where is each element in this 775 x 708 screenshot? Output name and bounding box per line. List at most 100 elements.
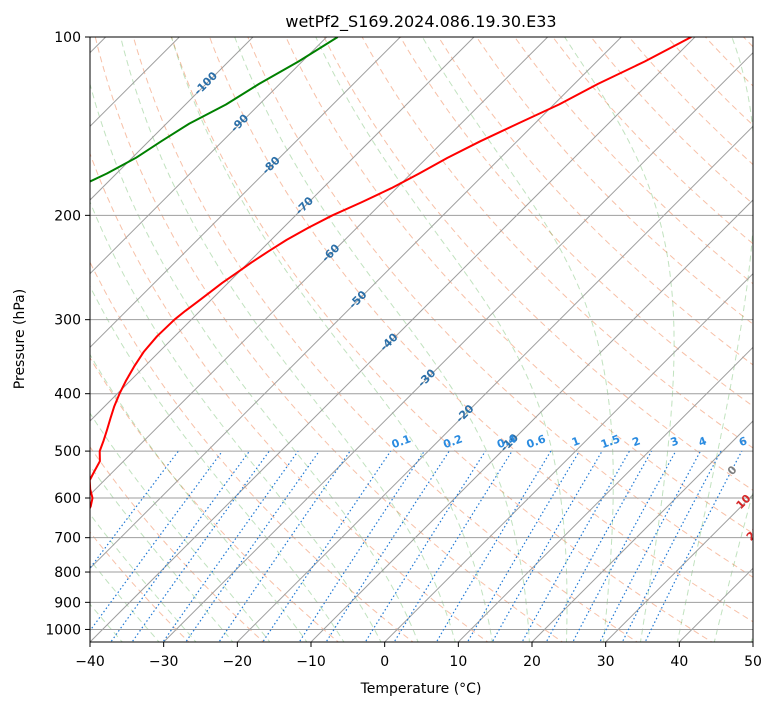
mixing-ratio-label: 2 <box>630 434 642 449</box>
mixing-ratio-label: 4 <box>697 434 709 449</box>
mixing-ratio-line <box>162 450 299 642</box>
dry-adiabat <box>323 37 753 491</box>
mixing-ratio-line <box>364 450 486 642</box>
mixing-ratio-label: 0.6 <box>525 432 548 451</box>
mixing-ratio-label: 0.1 <box>390 432 413 451</box>
dry-adiabat <box>90 531 190 642</box>
isobars <box>90 37 753 630</box>
isotherm <box>90 37 475 422</box>
isotherm <box>604 493 753 642</box>
dry-adiabat <box>361 37 753 449</box>
isotherm <box>383 272 753 642</box>
isotherms <box>90 37 753 642</box>
mixing-ratio-line <box>435 450 552 642</box>
y-tick-label: 200 <box>54 208 81 224</box>
isotherm <box>678 567 753 642</box>
mixing-ratio-line <box>185 450 320 642</box>
mixing-ratio-line <box>545 450 653 642</box>
mixing-ratio-line <box>572 450 677 642</box>
x-tick-label: 0 <box>380 654 389 670</box>
plot-frame <box>89 36 754 643</box>
moist-adiabat <box>750 633 753 642</box>
moist-adiabat <box>170 37 493 642</box>
sounding-profiles <box>90 37 692 510</box>
x-tick-label: −10 <box>296 654 326 670</box>
mixing-ratio-label: 3 <box>669 434 681 449</box>
x-axis-label: Temperature (°C) <box>360 681 482 697</box>
x-tick-label: 30 <box>597 654 615 670</box>
moist-adiabat-label: 10 <box>734 492 754 512</box>
y-tick-label: 400 <box>54 387 81 403</box>
moist-adiabat-label: 30 <box>754 553 774 573</box>
y-tick-label: 700 <box>54 531 81 547</box>
mixing-ratio-line <box>521 450 631 642</box>
dry-adiabat <box>437 37 753 366</box>
dry-adiabat <box>475 37 753 325</box>
moist-adiabat-label: 40 <box>762 586 775 606</box>
y-tick-label: 800 <box>54 565 81 581</box>
dry-adiabat <box>285 37 753 535</box>
mixing-ratio-line <box>644 450 743 642</box>
dry-adiabats <box>90 24 775 645</box>
y-axis-label: Pressure (hPa) <box>12 289 28 389</box>
mixing-ratio-line <box>110 450 250 642</box>
dry-adiabat <box>628 37 753 166</box>
mixing-ratio-label: 0.4 <box>495 432 518 451</box>
dry-adiabat <box>90 152 489 642</box>
moist-adiabat <box>713 490 753 642</box>
y-tick-label: 500 <box>54 444 81 460</box>
dry-adiabat <box>94 37 564 642</box>
dry-adiabat <box>769 24 775 645</box>
y-tick-label: 300 <box>54 313 81 329</box>
mixing-ratio-line <box>325 450 450 642</box>
x-tick-label: −30 <box>149 654 179 670</box>
x-tick-label: −40 <box>75 654 105 670</box>
background-lines <box>90 24 775 645</box>
mixing-ratio-label: 6 <box>737 434 749 449</box>
dry-adiabat <box>132 37 639 642</box>
x-tick-label: −20 <box>223 654 253 670</box>
mixing-ratio-line <box>90 450 179 570</box>
isotherm <box>90 37 328 275</box>
mixing-ratio-line <box>90 450 223 632</box>
dry-adiabat <box>170 37 713 642</box>
moist-adiabat-label: 20 <box>744 523 764 543</box>
isotherm <box>310 199 753 642</box>
chart-title: wetPf2_S169.2024.086.19.30.E33 <box>285 12 556 32</box>
mixing-ratio-label: 8 <box>766 434 775 449</box>
dry-adiabat <box>247 37 753 578</box>
isotherm <box>90 37 402 349</box>
x-tick-label: 20 <box>523 654 541 670</box>
mixing-ratio-line <box>621 450 722 642</box>
mixing-ratio-lines <box>90 450 743 642</box>
moist-adiabat <box>315 37 568 642</box>
isotherm <box>457 346 753 642</box>
isotherm <box>90 37 623 570</box>
dry-adiabat <box>514 37 753 285</box>
moist-adiabat <box>90 513 197 642</box>
moist-adiabat <box>421 37 614 642</box>
mixing-ratio-line <box>491 450 603 642</box>
dry-adiabat <box>552 37 753 245</box>
x-tick-label: 10 <box>449 654 467 670</box>
mixing-ratio-line <box>393 450 513 642</box>
dry-adiabat <box>399 37 753 407</box>
moist-adiabat <box>90 82 419 642</box>
mixing-ratio-label: 1.5 <box>599 432 622 451</box>
dry-adiabat <box>590 37 753 205</box>
isotherm <box>752 641 753 642</box>
dewpoint-profile <box>90 37 339 183</box>
dry-adiabat <box>704 37 753 87</box>
x-axis: −40 −30 −20 −10 0 10 20 30 40 50 <box>75 642 762 670</box>
mixing-ratio-label: 0.2 <box>441 432 464 451</box>
dry-adiabat <box>90 356 340 642</box>
y-axis: 100 200 300 400 500 600 700 800 900 1000 <box>45 30 90 638</box>
line-labels: -100-90-80-70-60-50-40-30-20-100.1 0.2 0.4… <box>191 69 775 606</box>
isotherm <box>90 37 549 496</box>
y-tick-label: 100 <box>54 30 81 46</box>
isotherm <box>90 37 181 128</box>
dry-adiabat <box>209 37 753 623</box>
x-tick-label: 40 <box>670 654 688 670</box>
isotherm <box>162 51 753 642</box>
